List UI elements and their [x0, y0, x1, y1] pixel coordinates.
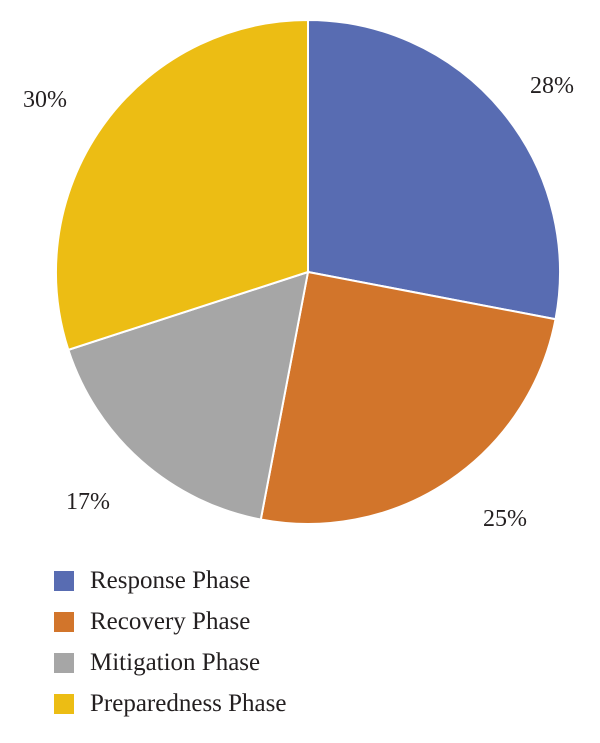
legend-item-response-phase: Response Phase: [54, 560, 286, 601]
pie-slice-response-phase: [307, 18, 561, 321]
legend: Response Phase Recovery Phase Mitigation P…: [54, 560, 286, 724]
legend-label: Preparedness Phase: [90, 689, 287, 717]
value-label-recovery-phase: 25%: [483, 506, 527, 532]
legend-item-preparedness-phase: Preparedness Phase: [54, 683, 286, 724]
legend-label: Recovery Phase: [90, 607, 251, 635]
legend-label: Response Phase: [90, 566, 251, 594]
legend-item-recovery-phase: Recovery Phase: [54, 601, 286, 642]
legend-item-mitigation-phase: Mitigation Phase: [54, 642, 286, 683]
legend-swatch: [54, 693, 74, 714]
legend-swatch: [54, 570, 74, 591]
pie-slice-recovery-phase: [259, 270, 557, 525]
value-label-response-phase: 28%: [530, 73, 574, 99]
legend-label: Mitigation Phase: [90, 648, 261, 676]
pie-slice-mitigation-phase: [67, 270, 310, 521]
pie-value-labels: 28% 25% 17% 30%: [23, 73, 574, 532]
value-label-preparedness-phase: 30%: [23, 87, 67, 113]
value-label-mitigation-phase: 17%: [66, 489, 110, 515]
pie-slices: [54, 18, 561, 525]
pie-slice-preparedness-phase: [54, 18, 309, 352]
legend-swatch: [54, 652, 74, 673]
legend-swatch: [54, 611, 74, 632]
